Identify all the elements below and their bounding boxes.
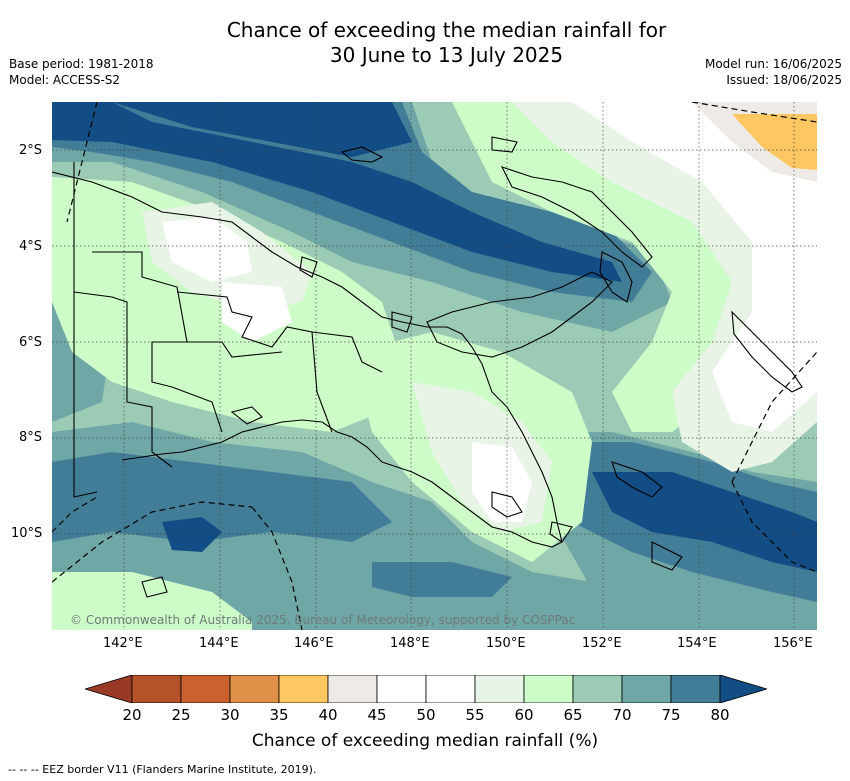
- chart-title: Chance of exceeding the median rainfall …: [0, 18, 850, 68]
- colorbar-swatch: [131, 674, 182, 704]
- colorbar-tick-label: 55: [465, 706, 485, 724]
- band-50-55-west: [162, 217, 252, 282]
- map-svg: [52, 102, 817, 630]
- lat-label-2s: 2°S: [19, 143, 43, 158]
- lon-label-150e: 150°E: [486, 636, 526, 651]
- colorbar-swatch: [621, 674, 672, 704]
- band-80-north: [52, 102, 622, 282]
- lat-label-8s: 8°S: [19, 430, 43, 445]
- colorbar-tick-label: 30: [220, 706, 240, 724]
- colorbar-swatch: [180, 674, 231, 704]
- colorbar-tick-label: 60: [514, 706, 534, 724]
- colorbar-tick-label: 45: [367, 706, 387, 724]
- lat-label-4s: 4°S: [19, 239, 43, 254]
- colorbar-over-arrow: [719, 674, 769, 704]
- colorbar-tick-label: 65: [563, 706, 583, 724]
- colorbar-tick-label: 20: [122, 706, 142, 724]
- colorbar-swatch: [670, 674, 721, 704]
- eez-footer-note: -- -- -- EEZ border V11 (Flanders Marine…: [8, 763, 317, 776]
- eez-borders: [52, 102, 817, 630]
- base-period: Base period: 1981-2018: [9, 57, 154, 71]
- band-35-40-ne: [732, 114, 817, 170]
- colorbar-swatch: [376, 674, 427, 704]
- meta-right: Model run: 16/06/2025 Issued: 18/06/2025: [705, 56, 842, 88]
- colorbar-svg: [83, 674, 769, 704]
- map-credit: © Commonwealth of Australia 2025, Bureau…: [70, 613, 576, 627]
- colorbar: [83, 674, 769, 704]
- title-line-2: 30 June to 13 July 2025: [329, 43, 564, 67]
- band-80-sw-patch: [162, 517, 222, 552]
- colorbar-tick-label: 70: [612, 706, 632, 724]
- colorbar-swatch: [572, 674, 623, 704]
- colorbar-swatch: [278, 674, 329, 704]
- title-line-1: Chance of exceeding the median rainfall …: [226, 18, 667, 42]
- band-75-80-south: [52, 452, 392, 542]
- band-75-80-sw: [372, 562, 512, 597]
- issued-date: Issued: 18/06/2025: [726, 73, 842, 87]
- colorbar-title: Chance of exceeding median rainfall (%): [251, 731, 599, 751]
- model-name: Model: ACCESS-S2: [9, 73, 121, 87]
- lon-label-146e: 146°E: [294, 636, 334, 651]
- coastlines: [52, 136, 803, 598]
- colorbar-tick-label: 50: [416, 706, 436, 724]
- lat-label-10s: 10°S: [11, 526, 43, 541]
- map-gridlines: [52, 102, 817, 630]
- lon-label-156e: 156°E: [773, 636, 813, 651]
- colorbar-tick-label: 80: [710, 706, 730, 724]
- rainfall-map[interactable]: © Commonwealth of Australia 2025, Bureau…: [52, 102, 817, 630]
- colorbar-swatch: [474, 674, 525, 704]
- lat-label-6s: 6°S: [19, 335, 43, 350]
- lon-label-154e: 154°E: [677, 636, 717, 651]
- lon-label-148e: 148°E: [390, 636, 430, 651]
- lon-label-142e: 142°E: [103, 636, 143, 651]
- colorbar-swatch: [327, 674, 378, 704]
- band-80-east: [592, 472, 817, 572]
- colorbar-tick-label: 40: [318, 706, 338, 724]
- band-50-55-centre: [472, 442, 532, 522]
- band-50-55-png: [222, 282, 292, 342]
- colorbar-under-arrow: [83, 674, 133, 704]
- band-60-65-southwest: [52, 572, 252, 630]
- colorbar-tick-label: 25: [171, 706, 191, 724]
- lon-label-144e: 144°E: [199, 636, 239, 651]
- colorbar-tick-label: 35: [269, 706, 289, 724]
- meta-left: Base period: 1981-2018 Model: ACCESS-S2: [9, 56, 154, 88]
- band-80-north-top: [112, 102, 412, 157]
- lon-label-152e: 152°E: [582, 636, 622, 651]
- colorbar-swatch: [425, 674, 476, 704]
- model-run: Model run: 16/06/2025: [704, 57, 842, 71]
- colorbar-swatch: [523, 674, 574, 704]
- colorbar-tick-label: 75: [661, 706, 681, 724]
- colorbar-swatch: [229, 674, 280, 704]
- band-50-55-ne: [572, 102, 817, 432]
